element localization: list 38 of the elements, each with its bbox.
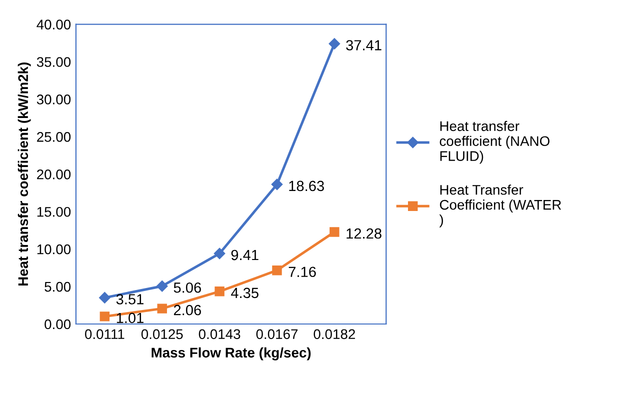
legend-label: Heat Transfer Coefficient (WATER ) [439, 184, 562, 228]
y-tick-label: 20.00 [37, 169, 71, 180]
point [272, 265, 282, 276]
point [214, 286, 224, 296]
y-tick-label: 35.00 [36, 57, 71, 67]
y-tick-label: 5.00 [44, 282, 71, 292]
data-label: 1.01 [116, 312, 144, 324]
legend-label: Heat transfer coefficient (NANO FLUID) [440, 120, 550, 164]
x-tick-label: 0.0143 [198, 329, 240, 340]
data-label: 5.06 [174, 282, 201, 293]
data-label: 9.41 [231, 250, 258, 260]
point [328, 38, 340, 50]
y-tick-label: 0.00 [44, 319, 71, 330]
y-tick-label: 10.00 [37, 244, 71, 254]
x-tick-label: 0.0125 [141, 329, 183, 340]
point [157, 304, 167, 314]
y-tick-label: 15.00 [37, 206, 71, 217]
x-tick-label: 0.0182 [314, 329, 355, 340]
data-label: 37.41 [346, 40, 382, 50]
point [330, 227, 340, 237]
y-axis-title: Heat transfer coefficient (kW/m2k) [18, 62, 31, 286]
data-label: 2.06 [174, 304, 201, 316]
data-label: 3.51 [116, 294, 144, 304]
data-label: 18.63 [289, 180, 324, 192]
y-tick-label: 30.00 [36, 94, 71, 104]
point [99, 292, 110, 304]
x-axis-title: Mass Flow Rate (kg/sec) [152, 347, 311, 360]
point [214, 248, 226, 260]
data-label: 4.35 [231, 288, 258, 298]
point [156, 280, 168, 292]
point [100, 312, 110, 322]
y-tick-label: 40.00 [36, 20, 71, 30]
data-label: 12.28 [346, 228, 382, 239]
x-tick-label: 0.0167 [256, 329, 298, 340]
point [271, 178, 283, 190]
x-tick-label: 0.0111 [85, 329, 124, 340]
y-tick-label: 25.00 [37, 132, 71, 142]
data-label: 7.16 [288, 266, 316, 278]
